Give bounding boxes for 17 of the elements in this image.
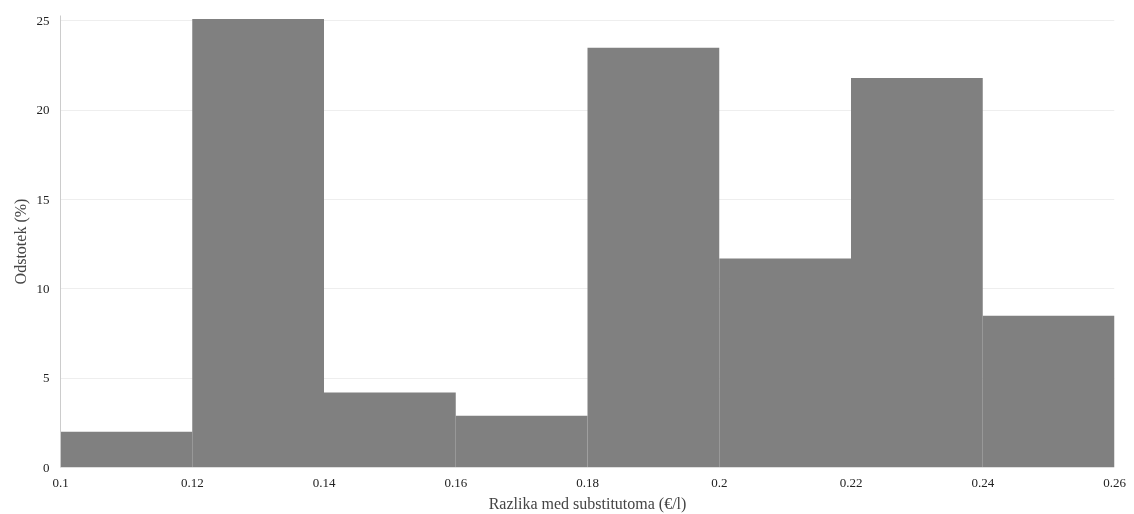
x-tick-label: 0.26	[1103, 474, 1127, 490]
y-tick-label: 10	[36, 280, 50, 296]
x-tick-label: 0.22	[839, 474, 863, 490]
x-axis-title: Razlika med substitutoma (€/l)	[488, 494, 687, 513]
x-tick-label: 0.14	[312, 474, 336, 490]
x-tick-label: 0.16	[444, 474, 468, 490]
y-tick-label: 5	[43, 370, 50, 386]
y-tick-label: 25	[36, 12, 50, 28]
y-tick-label: 20	[36, 102, 50, 118]
y-tick-label: 0	[43, 459, 50, 475]
x-tick-label: 0.2	[711, 474, 728, 490]
y-axis-title: Odstotek (%)	[11, 198, 30, 285]
x-tick-label: 0.18	[576, 474, 599, 490]
y-tick-label: 15	[36, 191, 50, 207]
x-tick-label: 0.12	[180, 474, 204, 490]
x-tick-label: 0.1	[52, 474, 69, 490]
x-tick-label: 0.24	[971, 474, 995, 490]
